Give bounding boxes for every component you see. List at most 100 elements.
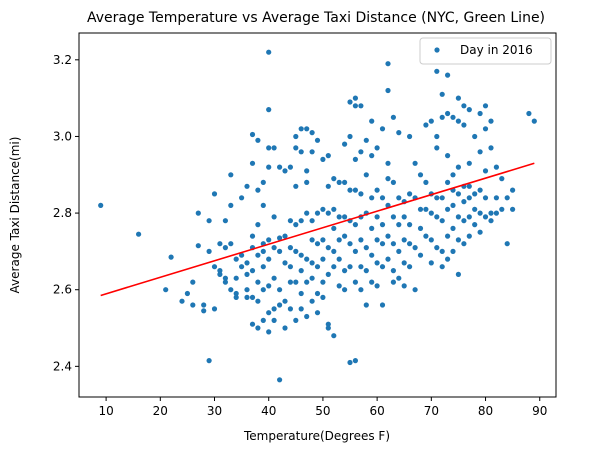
data-point [336,179,342,185]
data-point [342,141,348,147]
y-tick-label: 3.0 [53,129,72,143]
x-axis: 10 20 30 40 50 60 70 80 90 [98,397,547,418]
data-point [472,133,478,140]
data-point [342,179,348,185]
data-point [379,126,386,132]
data-point [249,131,256,138]
x-tick-label: 10 [98,404,113,418]
data-point [363,172,369,178]
data-point [450,248,456,254]
data-point [472,222,478,228]
data-point [445,72,451,78]
data-point [304,313,310,320]
data-point [385,61,391,67]
data-point [304,256,310,262]
data-point [211,306,218,312]
data-point [320,256,326,262]
data-point [369,225,375,231]
data-point [255,222,261,228]
data-point [385,256,391,262]
data-point [445,206,451,212]
chart-title: Average Temperature vs Average Taxi Dist… [87,10,545,26]
data-point [325,245,331,251]
data-point [206,248,212,254]
data-point [439,248,445,254]
data-point [352,222,358,228]
data-point [331,206,337,212]
data-point [233,256,239,262]
data-point [434,145,440,151]
data-point [309,260,315,266]
data-point [482,126,489,132]
data-point [293,317,299,323]
data-point [390,179,396,185]
data-point [260,179,266,185]
data-point [396,195,402,201]
data-point [320,156,326,162]
data-point [266,283,272,289]
data-point [249,160,256,166]
data-point [461,199,467,205]
data-point [239,264,245,270]
data-point [396,275,402,281]
data-point [293,279,299,285]
data-point [168,254,174,260]
data-point [439,218,445,224]
data-point [466,183,472,189]
data-point [493,210,499,216]
data-point [249,294,256,300]
data-point [325,153,331,159]
data-point [352,187,358,193]
data-point [455,164,461,170]
data-point [277,248,283,254]
data-point [358,237,364,243]
data-point [298,126,304,132]
data-point [509,187,516,193]
data-point [352,156,358,162]
data-point [461,218,467,224]
data-point [298,149,304,155]
data-point [195,243,201,249]
data-point [439,114,445,120]
data-point [314,210,321,216]
legend: Day in 2016 [419,37,552,65]
data-point [434,245,440,251]
data-point [282,325,288,331]
data-point [363,245,369,251]
data-point [352,358,358,364]
data-point [244,287,250,293]
data-point [509,206,516,212]
data-point [461,241,467,247]
data-point [320,237,326,243]
data-point [277,287,283,293]
data-point [260,287,266,293]
data-point [217,271,223,277]
data-point [304,210,310,216]
data-point [293,248,299,254]
data-point [271,306,277,312]
data-point [298,268,304,274]
data-point [412,160,418,166]
data-point [304,179,310,185]
data-point [287,306,293,312]
data-point [201,302,207,308]
data-point [374,187,380,193]
data-point [407,241,413,247]
data-point [450,225,456,231]
data-point [277,164,283,170]
y-tick-label: 3.2 [53,53,72,67]
y-tick-label: 2.8 [53,206,72,220]
y-tick-label: 2.4 [53,359,72,373]
data-point [352,103,358,109]
data-point [466,107,472,113]
data-point [201,308,207,314]
data-point [244,294,250,300]
plot-area [98,49,537,383]
data-point [179,298,185,304]
data-point [314,137,321,143]
data-point [239,252,245,258]
data-point [450,172,456,178]
data-point [342,268,348,274]
data-point [163,287,169,293]
data-point [466,195,472,201]
